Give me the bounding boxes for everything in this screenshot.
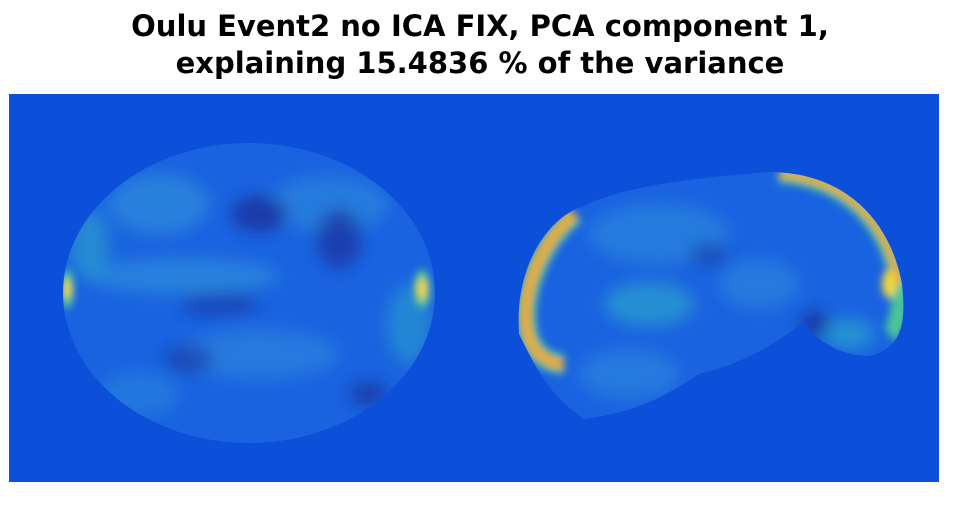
figure-title-line2: explaining 15.4836 % of the variance: [175, 46, 785, 80]
pca-component-map: [9, 94, 939, 482]
sagittal-slice: [518, 172, 904, 419]
axial-slice: [63, 143, 435, 443]
brain-slices-image: [9, 94, 939, 482]
figure-title-line1: Oulu Event2 no ICA FIX, PCA component 1,: [131, 9, 829, 43]
figure-title: Oulu Event2 no ICA FIX, PCA component 1,…: [0, 8, 960, 82]
